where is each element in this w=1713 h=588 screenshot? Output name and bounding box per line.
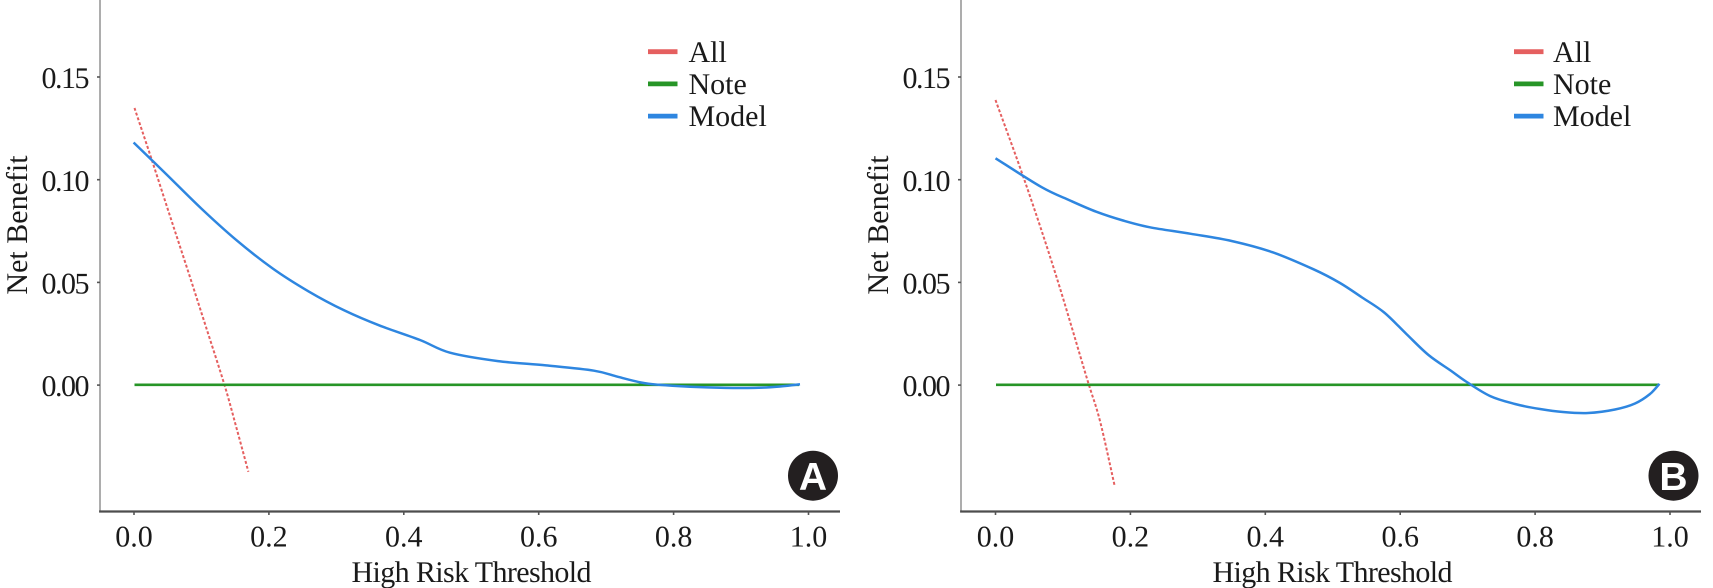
- svg-text:0.15: 0.15: [42, 62, 90, 95]
- svg-text:Model: Model: [689, 100, 767, 133]
- svg-text:All: All: [1553, 36, 1591, 69]
- svg-text:A: A: [799, 456, 827, 499]
- svg-text:0.10: 0.10: [903, 165, 951, 198]
- svg-text:0.05: 0.05: [903, 268, 951, 301]
- svg-text:Note: Note: [1553, 68, 1611, 101]
- svg-text:0.6: 0.6: [1381, 521, 1419, 554]
- svg-text:0.15: 0.15: [903, 62, 951, 95]
- svg-text:0.0: 0.0: [977, 521, 1015, 554]
- svg-text:0.8: 0.8: [1516, 521, 1554, 554]
- svg-text:0.00: 0.00: [42, 370, 90, 403]
- svg-text:1.0: 1.0: [790, 521, 828, 554]
- svg-text:Net Benefit: Net Benefit: [1, 155, 34, 295]
- svg-text:0.00: 0.00: [903, 370, 951, 403]
- svg-text:All: All: [689, 36, 727, 69]
- svg-text:0.6: 0.6: [520, 521, 558, 554]
- svg-text:0.2: 0.2: [1112, 521, 1150, 554]
- svg-text:B: B: [1659, 456, 1687, 499]
- svg-text:0.2: 0.2: [250, 521, 288, 554]
- svg-text:Model: Model: [1553, 100, 1631, 133]
- svg-text:0.4: 0.4: [385, 521, 423, 554]
- svg-text:Net Benefit: Net Benefit: [862, 155, 895, 295]
- svg-text:0.8: 0.8: [655, 521, 693, 554]
- svg-text:0.4: 0.4: [1247, 521, 1285, 554]
- svg-text:0.05: 0.05: [42, 268, 90, 301]
- svg-text:0.0: 0.0: [115, 521, 153, 554]
- svg-text:High Risk Threshold: High Risk Threshold: [352, 556, 592, 588]
- svg-text:0.10: 0.10: [42, 165, 90, 198]
- svg-text:1.0: 1.0: [1651, 521, 1689, 554]
- svg-text:High Risk Threshold: High Risk Threshold: [1213, 556, 1453, 588]
- svg-text:Note: Note: [689, 68, 747, 101]
